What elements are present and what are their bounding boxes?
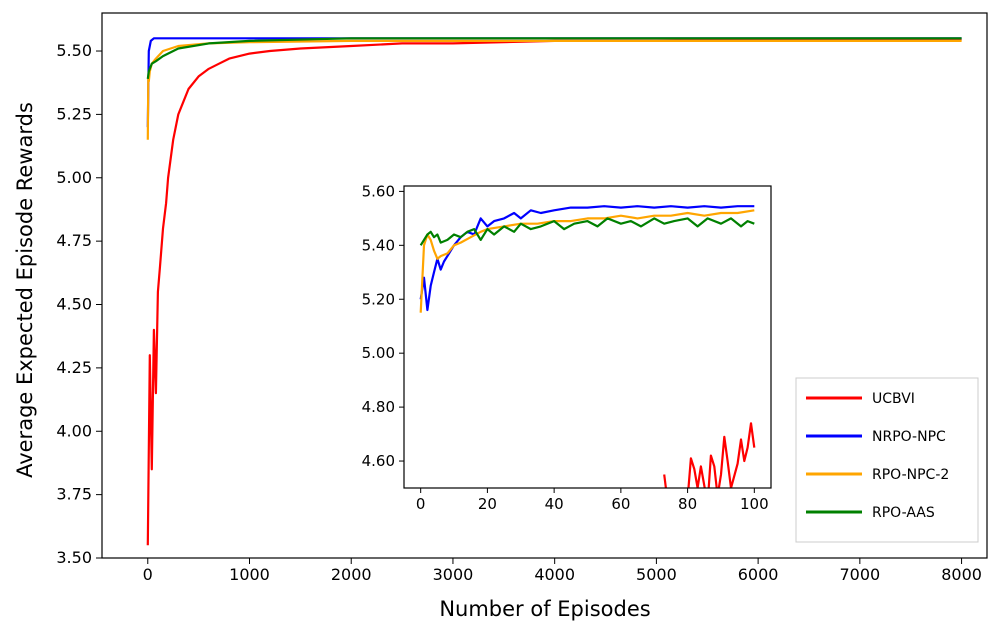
legend-box — [795, 377, 979, 543]
legend-label-ucbvi: UCBVI — [872, 391, 915, 407]
inset-x-tick-label: 60 — [611, 495, 630, 513]
main-x-tick-label: 3000 — [433, 565, 474, 584]
y-axis-title: Average Expected Episode Rewards — [13, 102, 37, 478]
inset-y-tick-label: 5.20 — [362, 290, 395, 308]
inset-series-ucbvi — [663, 422, 756, 488]
main-x-tick-label: 2000 — [331, 565, 372, 584]
main-y-tick-label: 4.50 — [56, 295, 92, 314]
main-x-tick-label: 7000 — [839, 565, 880, 584]
inset-y-tick-label: 5.40 — [362, 236, 395, 254]
inset-y-tick-label: 4.60 — [362, 452, 395, 470]
main-x-tick-label: 4000 — [534, 565, 575, 584]
legend-label-nrpo-npc: NRPO-NPC — [872, 429, 946, 445]
main-series-rpo-npc-2 — [146, 39, 962, 140]
main-y-tick-label: 5.50 — [56, 41, 92, 60]
inset-frame — [403, 185, 772, 489]
inset-y-tick-label: 5.00 — [362, 344, 395, 362]
inset-series-rpo-aas — [419, 217, 755, 246]
main-x-tick-label: 8000 — [941, 565, 982, 584]
legend-label-rpo-npc-2: RPO-NPC-2 — [872, 467, 949, 483]
main-frame — [101, 12, 988, 559]
main-y-tick-label: 3.75 — [56, 485, 92, 504]
main-y-tick-label: 4.00 — [56, 421, 92, 440]
main-x-tick-label: 0 — [143, 565, 153, 584]
inset-x-tick-label: 100 — [740, 495, 769, 513]
main-y-tick-label: 5.00 — [56, 168, 92, 187]
main-y-tick-label: 3.50 — [56, 548, 92, 567]
main-series-rpo-aas — [146, 37, 962, 80]
main-y-tick-label: 4.25 — [56, 358, 92, 377]
inset-x-tick-label: 40 — [545, 495, 564, 513]
inset-x-tick-label: 80 — [678, 495, 697, 513]
main-x-tick-label: 5000 — [636, 565, 677, 584]
inset-plot-area — [404, 186, 771, 488]
inset-x-tick-label: 20 — [478, 495, 497, 513]
main-x-tick-label: 1000 — [229, 565, 270, 584]
x-axis-title: Number of Episodes — [439, 597, 650, 621]
main-x-tick-label: 6000 — [738, 565, 779, 584]
inset-plot: 0 20 40 60 80 100 4.60 4.80 5.00 5.20 5.40 5.60 — [362, 182, 772, 513]
inset-x-tick-label: 0 — [416, 495, 426, 513]
inset-series-nrpo-npc — [419, 205, 755, 312]
inset-y-tick-label: 5.60 — [362, 182, 395, 200]
inset-y-tick-label: 4.80 — [362, 398, 395, 416]
main-y-tick-label: 5.25 — [56, 104, 92, 123]
legend-label-rpo-aas: RPO-AAS — [872, 505, 935, 521]
main-y-tick-label: 4.75 — [56, 231, 92, 250]
main-series-ucbvi — [146, 38, 962, 546]
legend: UCBVI NRPO-NPC RPO-NPC-2 RPO-AAS — [795, 377, 979, 543]
